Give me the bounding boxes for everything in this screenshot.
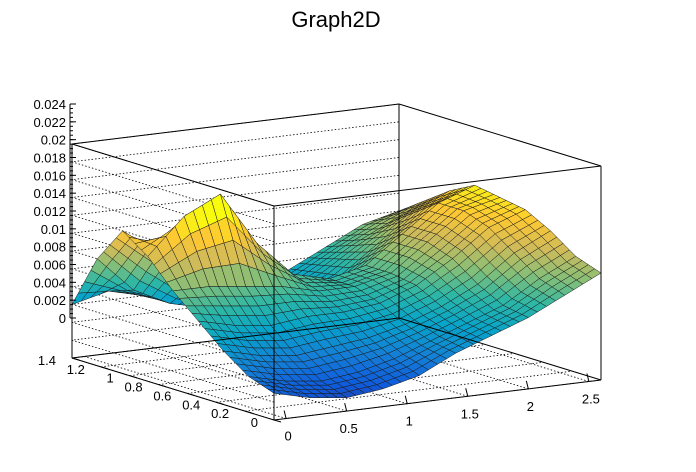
y-tick-label: 0.4 bbox=[182, 397, 200, 412]
frame-edge bbox=[71, 103, 400, 145]
chart-title: Graph2D bbox=[291, 7, 380, 32]
x-tick bbox=[344, 402, 348, 412]
y-tick-label: 1.2 bbox=[67, 362, 85, 377]
frame-edge bbox=[273, 379, 602, 421]
y-tick bbox=[187, 392, 195, 396]
frame-edge bbox=[398, 317, 602, 381]
x-tick-label: 0 bbox=[284, 429, 291, 444]
frame-edge bbox=[273, 165, 602, 207]
z-tick-label: 0.01 bbox=[41, 222, 66, 237]
z-tick-label: 0.002 bbox=[33, 293, 66, 308]
x-tick-label: 2.5 bbox=[582, 391, 600, 406]
floor-grid-line bbox=[83, 356, 287, 419]
y-tick bbox=[100, 366, 108, 370]
x-tick bbox=[465, 388, 469, 397]
z-tick-label: 0.018 bbox=[33, 151, 66, 166]
y-tick bbox=[71, 357, 80, 361]
frame-edge bbox=[71, 143, 275, 207]
x-axis: 0 0.5 1 1.5 2 2.5 bbox=[283, 373, 600, 444]
z-tick-label: 0.012 bbox=[33, 204, 66, 219]
y-tick-label: 1.4 bbox=[38, 353, 56, 368]
y-tick-label: 1 bbox=[106, 371, 113, 386]
x-tick bbox=[283, 410, 287, 419]
floor-grid-line bbox=[245, 370, 573, 412]
y-axis: 0 0.2 0.4 0.6 0.8 1 1.2 1.4 bbox=[38, 353, 282, 430]
wall-grid-line bbox=[71, 103, 400, 207]
z-axis: 0 0.002 0.004 0.006 0.008 0.01 0.012 0.014 0.016… bbox=[33, 97, 76, 326]
y-tick bbox=[129, 375, 137, 379]
z-tick-label: 0.004 bbox=[33, 275, 66, 290]
z-tick-label: 0.008 bbox=[33, 240, 66, 255]
x-tick-label: 2 bbox=[527, 399, 534, 414]
z-tick-label: 0.022 bbox=[33, 115, 66, 130]
z-tick-label: 0 bbox=[59, 311, 66, 326]
surface-mesh bbox=[71, 184, 602, 398]
y-tick bbox=[273, 419, 282, 423]
x-tick-label: 1 bbox=[406, 414, 413, 429]
y-tick bbox=[245, 410, 253, 414]
z-tick-label: 0.014 bbox=[33, 186, 66, 201]
y-tick-label: 0.6 bbox=[153, 388, 171, 403]
x-tick bbox=[525, 380, 529, 390]
frame-edge bbox=[71, 317, 400, 359]
surface-cell bbox=[267, 388, 284, 395]
x-tick bbox=[404, 395, 408, 404]
y-tick bbox=[158, 384, 166, 388]
x-tick-label: 0.5 bbox=[340, 421, 358, 436]
x-tick bbox=[586, 373, 590, 382]
frame-edge bbox=[398, 103, 602, 167]
y-tick-label: 0.2 bbox=[211, 406, 229, 421]
x-tick-label: 1.5 bbox=[461, 406, 479, 421]
z-tick-label: 0.024 bbox=[33, 97, 66, 112]
floor-grid-line bbox=[144, 348, 347, 412]
y-tick bbox=[216, 401, 224, 405]
z-tick-label: 0.016 bbox=[33, 168, 66, 183]
z-tick-label: 0.02 bbox=[41, 133, 66, 148]
y-tick-label: 0.8 bbox=[124, 380, 142, 395]
wall-grid-line bbox=[71, 121, 400, 225]
y-tick-label: 0 bbox=[251, 415, 258, 430]
z-tick-label: 0.006 bbox=[33, 258, 66, 273]
